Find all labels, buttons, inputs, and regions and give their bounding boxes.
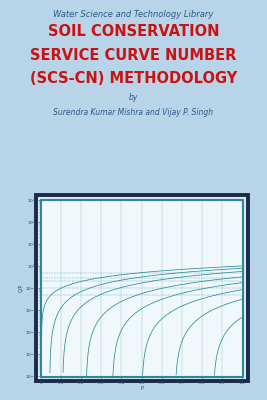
Text: SERVICE CURVE NUMBER: SERVICE CURVE NUMBER (30, 48, 237, 63)
Text: (SCS-CN) METHODOLOGY: (SCS-CN) METHODOLOGY (30, 71, 237, 86)
X-axis label: P: P (140, 386, 143, 391)
Text: Water Science and Technology Library: Water Science and Technology Library (53, 10, 214, 19)
Text: SOIL CONSERVATION: SOIL CONSERVATION (48, 24, 219, 40)
Text: by: by (129, 93, 138, 102)
Text: Surendra Kumar Mishra and Vijay P. Singh: Surendra Kumar Mishra and Vijay P. Singh (53, 108, 214, 117)
Bar (40, 199, 244, 377)
Y-axis label: Q/P: Q/P (18, 284, 23, 292)
Bar (36, 195, 248, 381)
